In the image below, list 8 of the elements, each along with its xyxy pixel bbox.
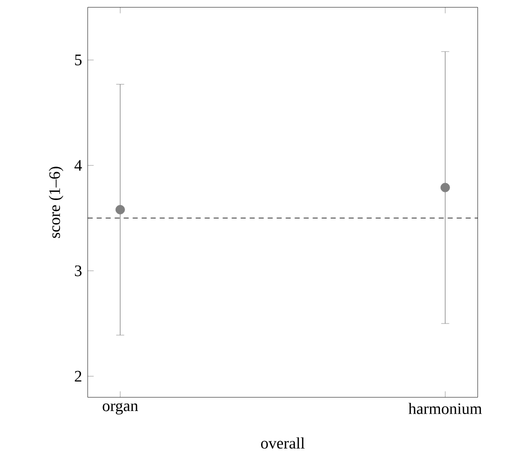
y-axis-title: score (1–6): [48, 166, 64, 238]
x-axis-title: overall: [261, 437, 305, 449]
x-tick-label: organ: [102, 402, 138, 414]
x-tick-label: harmonium: [408, 402, 482, 414]
y-tick-label: 3: [74, 265, 82, 276]
y-tick-label: 5: [75, 54, 82, 66]
y-tick-label: 2: [74, 370, 82, 382]
y-tick-label: 4: [74, 160, 82, 171]
